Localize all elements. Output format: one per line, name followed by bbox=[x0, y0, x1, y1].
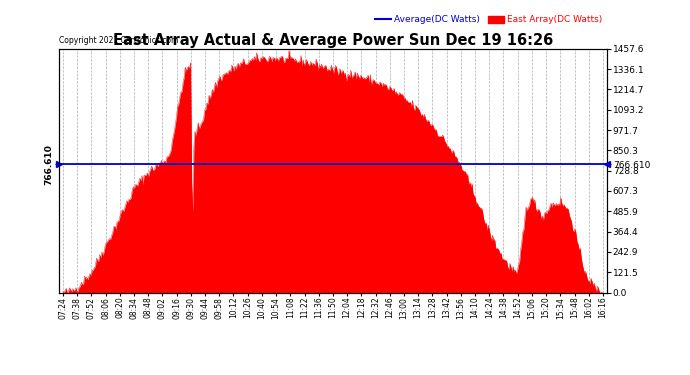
Legend: Average(DC Watts), East Array(DC Watts): Average(DC Watts), East Array(DC Watts) bbox=[375, 15, 602, 24]
Title: East Array Actual & Average Power Sun Dec 19 16:26: East Array Actual & Average Power Sun De… bbox=[112, 33, 553, 48]
Text: Copyright 2021 Cartronics.com: Copyright 2021 Cartronics.com bbox=[59, 36, 178, 45]
